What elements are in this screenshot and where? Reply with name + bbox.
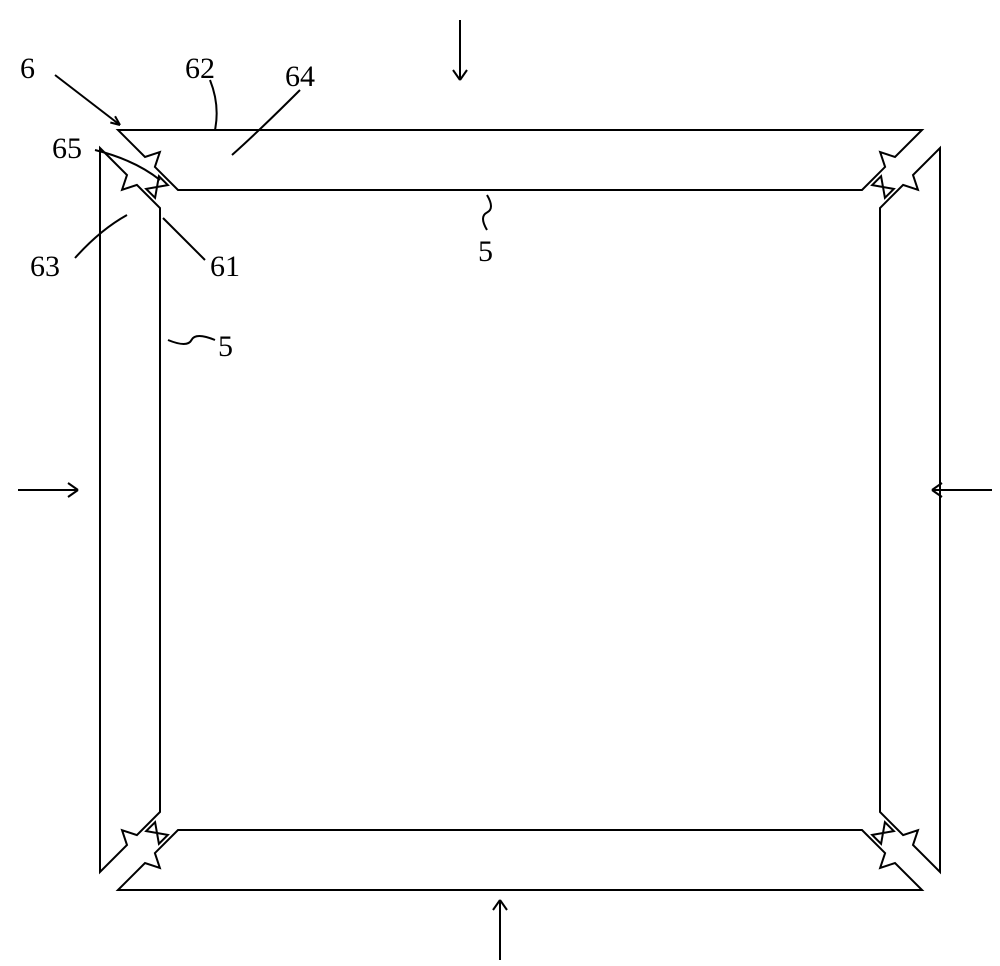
joint-bowtie [872, 822, 894, 844]
label-65: 65 [52, 132, 82, 166]
leader-line [163, 218, 205, 260]
joint-bowtie [146, 176, 168, 198]
leader-line [168, 336, 215, 344]
frame-top [118, 130, 922, 190]
leader-line [232, 90, 300, 155]
label-5b: 5 [218, 330, 233, 364]
frame-right [880, 148, 940, 872]
joint-bowtie [146, 822, 168, 844]
label-6: 6 [20, 52, 35, 86]
leader-line [483, 195, 491, 230]
joint-bowtie [872, 176, 894, 198]
leader-line [210, 80, 217, 130]
frame-left [100, 148, 160, 872]
label-64: 64 [285, 60, 315, 94]
label-62: 62 [185, 52, 215, 86]
frame-bottom [118, 830, 922, 890]
label-63: 63 [30, 250, 60, 284]
label-5a: 5 [478, 235, 493, 269]
label-61: 61 [210, 250, 240, 284]
